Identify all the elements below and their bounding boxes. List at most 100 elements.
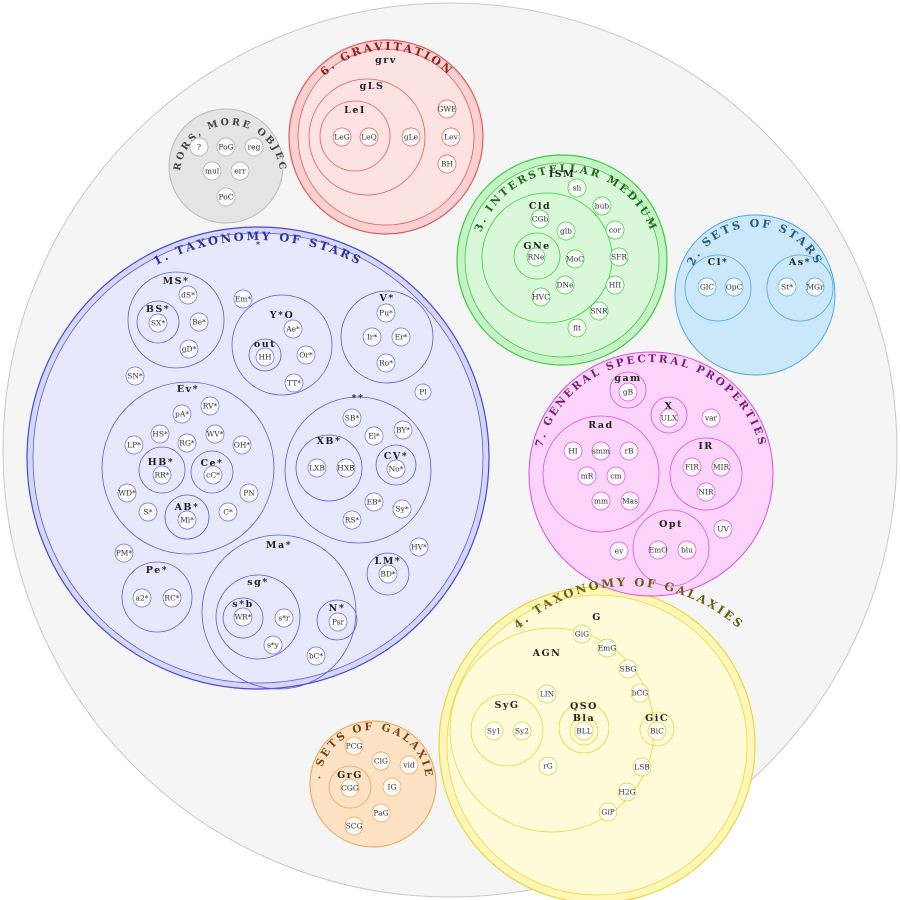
leaf-node-ds: dS* [178, 285, 198, 305]
leaf-label: rG [543, 762, 553, 771]
label-ce: Ce* [200, 458, 223, 469]
leaf-label: SCG [346, 822, 363, 831]
leaf-node-rb: rB [619, 441, 639, 461]
leaf-label: El* [368, 432, 380, 441]
leaf-node-a2: a2* [132, 588, 152, 608]
leaf-circle [537, 684, 557, 704]
leaf-circle [124, 435, 144, 455]
leaf-label: dS* [181, 291, 195, 300]
leaf-label: HI [568, 447, 578, 456]
label-ab: AB* [174, 502, 200, 513]
leaf-circle [230, 161, 250, 181]
leaf-circle [386, 459, 406, 479]
leaf-label: Psr [332, 618, 345, 627]
label-rad: Rad [588, 420, 613, 431]
leaf-circle [340, 778, 360, 798]
bs-circle [136, 300, 180, 344]
ab-circle [164, 494, 210, 540]
leaf-node-bcg: bCG [630, 683, 650, 703]
gne-circle [513, 232, 561, 280]
leaf-circle [371, 751, 391, 771]
leaf-label: s*y [267, 641, 280, 650]
leaf-circle [401, 127, 421, 147]
leaf-label: reg [248, 143, 261, 152]
leaf-node-sb: SB* [342, 408, 362, 428]
label-gls: gLS [360, 81, 385, 92]
leaf-circle [682, 457, 702, 477]
leaf-label: ULX [661, 414, 678, 423]
leaf-circle [777, 277, 797, 297]
leaf-node-gwe: GWE [437, 99, 457, 119]
leaf-label: Mi* [180, 516, 194, 525]
label-lm: LM* [375, 556, 402, 567]
label-bla: Bla [573, 713, 595, 724]
leaf-label: HH [258, 353, 272, 362]
leaf-circle [382, 777, 402, 797]
leaf-label: SNR [590, 307, 608, 316]
leaf-node-sy2: Sy2 [512, 721, 532, 741]
root-label-ism: ISM [549, 169, 575, 180]
leaf-circle [574, 721, 594, 741]
leaf-label: RR* [154, 471, 169, 480]
leaf-circle [371, 803, 391, 823]
leaf-node-sy: s*y [263, 635, 283, 655]
leaf-node-blu: blu [677, 540, 697, 560]
leaf-node-bll: BLL [574, 721, 594, 741]
label-syg: SyG [495, 700, 520, 711]
leaf-label: mm [594, 497, 608, 506]
label-ev: Ev* [177, 384, 199, 395]
leaf-label: Er* [395, 333, 408, 342]
leaf-circle [713, 519, 733, 539]
root-label-gravitation: grv [375, 55, 397, 66]
leaf-label: Pl [419, 388, 427, 397]
leaf-label: mul [205, 167, 220, 176]
out-circle [248, 338, 282, 372]
leaf-node-mir: MIR [711, 457, 731, 477]
leaf-node-gb: gB [618, 382, 638, 402]
leaf-circle [364, 426, 384, 446]
leaf-circle [632, 757, 652, 777]
label-v: V* [378, 293, 394, 304]
leaf-label: gB [623, 388, 634, 397]
leaf-node-bc: bC* [306, 646, 326, 666]
leaf-circle [414, 383, 432, 401]
leaf-label: HS* [152, 430, 168, 439]
leaf-node-clg: ClG [371, 751, 391, 771]
leaf-circle [618, 659, 638, 679]
leaf-label: SN* [127, 372, 143, 381]
leaf-label: PoC [219, 193, 234, 202]
opt-circle [632, 509, 710, 587]
leaf-node-s: S* [138, 502, 158, 522]
leaf-circle [150, 424, 170, 444]
label-ir: IR [698, 441, 713, 452]
leaf-circle [556, 221, 576, 241]
label-xb: XB* [317, 436, 342, 447]
leaf-circle [618, 382, 638, 402]
leaf-circle [138, 502, 158, 522]
leaf-node-rv: RV* [200, 396, 220, 416]
leaf-label: Be* [192, 318, 206, 327]
leaf-label: Ro* [379, 359, 393, 368]
leaf-node-hxb: HXB [336, 458, 356, 478]
leaf-node-sn: SN* [125, 366, 145, 386]
label-n: N* [329, 603, 346, 614]
subgroup-labels: MS* BS* Y*O out V* Ev* HB* Ce* AB* ** XB… [146, 81, 810, 781]
leaf-label: MGr [806, 283, 824, 292]
leaf-node-hv: HV* [409, 537, 429, 557]
leaf-node-poc: PoC [216, 187, 236, 207]
leaf-node-cm: cm [606, 466, 626, 486]
leaf-node-var: var [701, 408, 721, 428]
leaf-label: MIR [713, 463, 730, 472]
label-agn: AGN [532, 648, 562, 659]
leaf-label: CGb [532, 215, 549, 224]
leaf-circle [362, 327, 382, 347]
leaf-circle [598, 802, 618, 822]
leaf-label: GiP [601, 808, 614, 817]
leaf-circle [577, 466, 597, 486]
leaf-node-lev: Lev [441, 127, 461, 147]
leaf-node-pog: PoG [216, 137, 236, 157]
leaf-node-pu: Pu* [376, 303, 396, 323]
leaf-node-em: Em* [233, 289, 253, 309]
gam-circle [609, 371, 647, 409]
leaf-circle [378, 564, 398, 584]
